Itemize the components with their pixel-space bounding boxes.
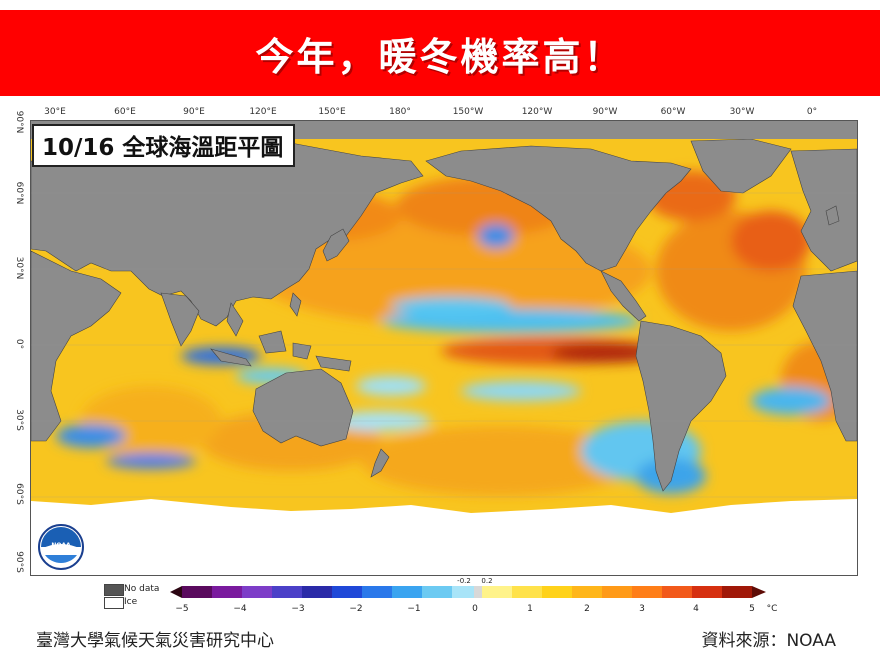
- colorbar-tick: −3: [291, 604, 305, 614]
- lon-label: 30°E: [44, 107, 66, 117]
- colorbar-tick: −1: [407, 604, 421, 614]
- ice-swatch: [104, 597, 124, 609]
- colorbar-tick: 3: [639, 604, 645, 614]
- lon-label: 150°E: [318, 107, 346, 117]
- colorbar-tick: 0: [472, 604, 478, 614]
- noaa-logo-icon: NOAA: [38, 524, 84, 570]
- lon-label: 120°W: [521, 107, 553, 117]
- colorbar-small-tick: 0.2: [481, 577, 493, 585]
- colorbar-tick: −5: [175, 604, 189, 614]
- lon-label: 60°E: [114, 107, 136, 117]
- headline-title: 今年，暖冬機率高！: [255, 34, 625, 79]
- land-masses: [31, 138, 857, 492]
- footer-source-org: 臺灣大學氣候天氣災害研究中心: [36, 631, 274, 651]
- lon-label: 180°: [389, 107, 411, 117]
- noaa-logo-text: NOAA: [51, 542, 71, 549]
- lat-label: 90°S: [14, 551, 24, 573]
- colorbar-tick: 4: [693, 604, 699, 614]
- sst-anomaly-map-svg: NOAA: [31, 121, 857, 575]
- colorbar-tick: −4: [233, 604, 247, 614]
- lon-label: 60°W: [660, 107, 686, 117]
- no-data-label: No data: [124, 584, 160, 594]
- lon-label: 90°E: [183, 107, 205, 117]
- footer-data-source: 資料來源：NOAA: [701, 631, 836, 651]
- lon-label: 150°W: [452, 107, 484, 117]
- lon-label: 120°E: [249, 107, 277, 117]
- lon-label: 0°: [806, 107, 818, 117]
- ice-label: Ice: [124, 597, 138, 607]
- lat-label: 30°S: [14, 409, 24, 431]
- lon-label: 90°W: [592, 107, 618, 117]
- lat-label: 0°: [14, 338, 24, 350]
- colorbar-svg: [170, 586, 766, 598]
- colorbar-left-arrow: [170, 586, 182, 598]
- colorbar-tick: −2: [349, 604, 363, 614]
- lat-label: 90°N: [14, 110, 24, 134]
- graticule: [31, 192, 857, 498]
- sst-anomaly-map: NOAA: [30, 120, 858, 576]
- map-title: 10/16 全球海溫距平圖: [32, 124, 296, 167]
- lat-label: 60°N: [14, 181, 24, 205]
- lon-label: 30°W: [729, 107, 755, 117]
- colorbar-tick: 2: [584, 604, 590, 614]
- lat-label: 60°S: [14, 483, 24, 505]
- colorbar-small-tick: -0.2: [457, 577, 471, 585]
- colorbar-right-arrow: [752, 586, 766, 598]
- colorbar-tick: 1: [527, 604, 533, 614]
- no-data-swatch: [104, 584, 124, 596]
- headline-banner: 今年，暖冬機率高！: [0, 10, 880, 96]
- lat-label: 30°N: [14, 256, 24, 280]
- colorbar-tick: 5: [749, 604, 755, 614]
- colorbar-unit: °C: [766, 604, 778, 614]
